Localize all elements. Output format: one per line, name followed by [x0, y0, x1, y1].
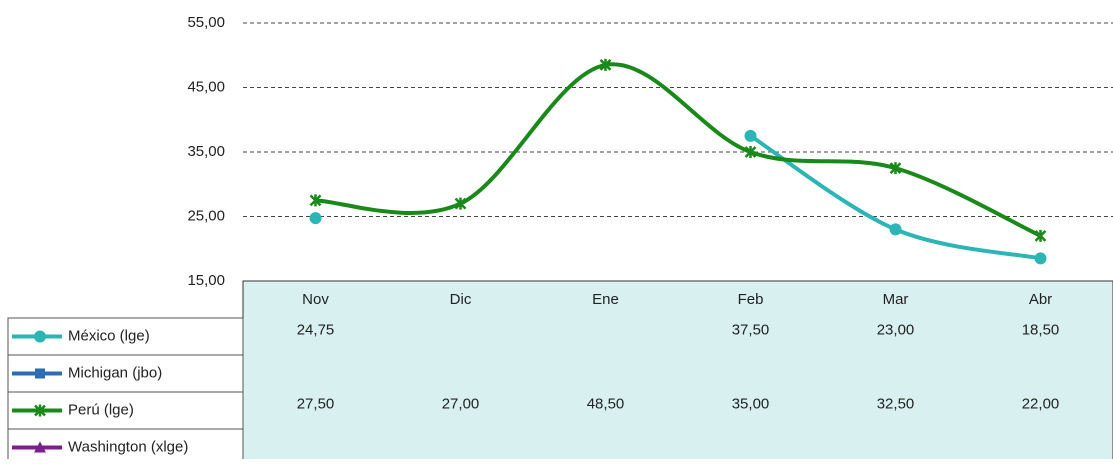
legend-label: México (lge)	[68, 327, 150, 344]
marker	[1034, 229, 1047, 242]
legend-marker	[35, 368, 45, 379]
marker	[309, 212, 322, 225]
marker	[744, 146, 757, 158]
y-tick-label: 45,00	[187, 78, 225, 95]
marker	[309, 194, 322, 207]
x-tick-label: Abr	[1029, 291, 1052, 308]
table-body	[242, 280, 1113, 464]
table-value: 32,50	[877, 395, 915, 412]
y-tick-label: 35,00	[187, 143, 225, 160]
table-value: 24,75	[297, 321, 335, 338]
table-value: 35,00	[732, 395, 770, 412]
legend-label: Perú (lge)	[68, 401, 134, 418]
y-tick-label: 15,00	[187, 272, 225, 289]
marker	[599, 58, 612, 71]
series-line	[315, 62, 1042, 238]
legend-marker	[34, 330, 46, 343]
y-tick-label: 25,00	[187, 207, 225, 224]
marker	[454, 197, 467, 210]
legend-label: Washington (xlge)	[68, 438, 188, 455]
marker	[889, 162, 902, 175]
y-tick-label: 55,00	[187, 14, 225, 31]
legend-marker	[34, 441, 46, 453]
legend-label: Michigan (jbo)	[68, 364, 162, 381]
marker	[744, 129, 757, 142]
x-tick-label: Dic	[450, 291, 472, 308]
table-value: 23,00	[877, 321, 915, 338]
table-value: 27,50	[297, 395, 335, 412]
x-tick-label: Ene	[592, 291, 619, 308]
x-tick-label: Mar	[883, 291, 909, 308]
table-value: 22,00	[1022, 395, 1060, 412]
x-tick-label: Feb	[738, 291, 764, 308]
table-value: 18,50	[1022, 321, 1060, 338]
table-value: 27,00	[442, 395, 480, 412]
x-tick-label: Nov	[302, 291, 329, 308]
marker	[889, 223, 902, 236]
marker	[1034, 252, 1047, 265]
series-line	[749, 134, 1041, 261]
table-value: 37,50	[732, 321, 770, 338]
legend-marker	[34, 404, 46, 417]
table-value: 48,50	[587, 395, 625, 412]
